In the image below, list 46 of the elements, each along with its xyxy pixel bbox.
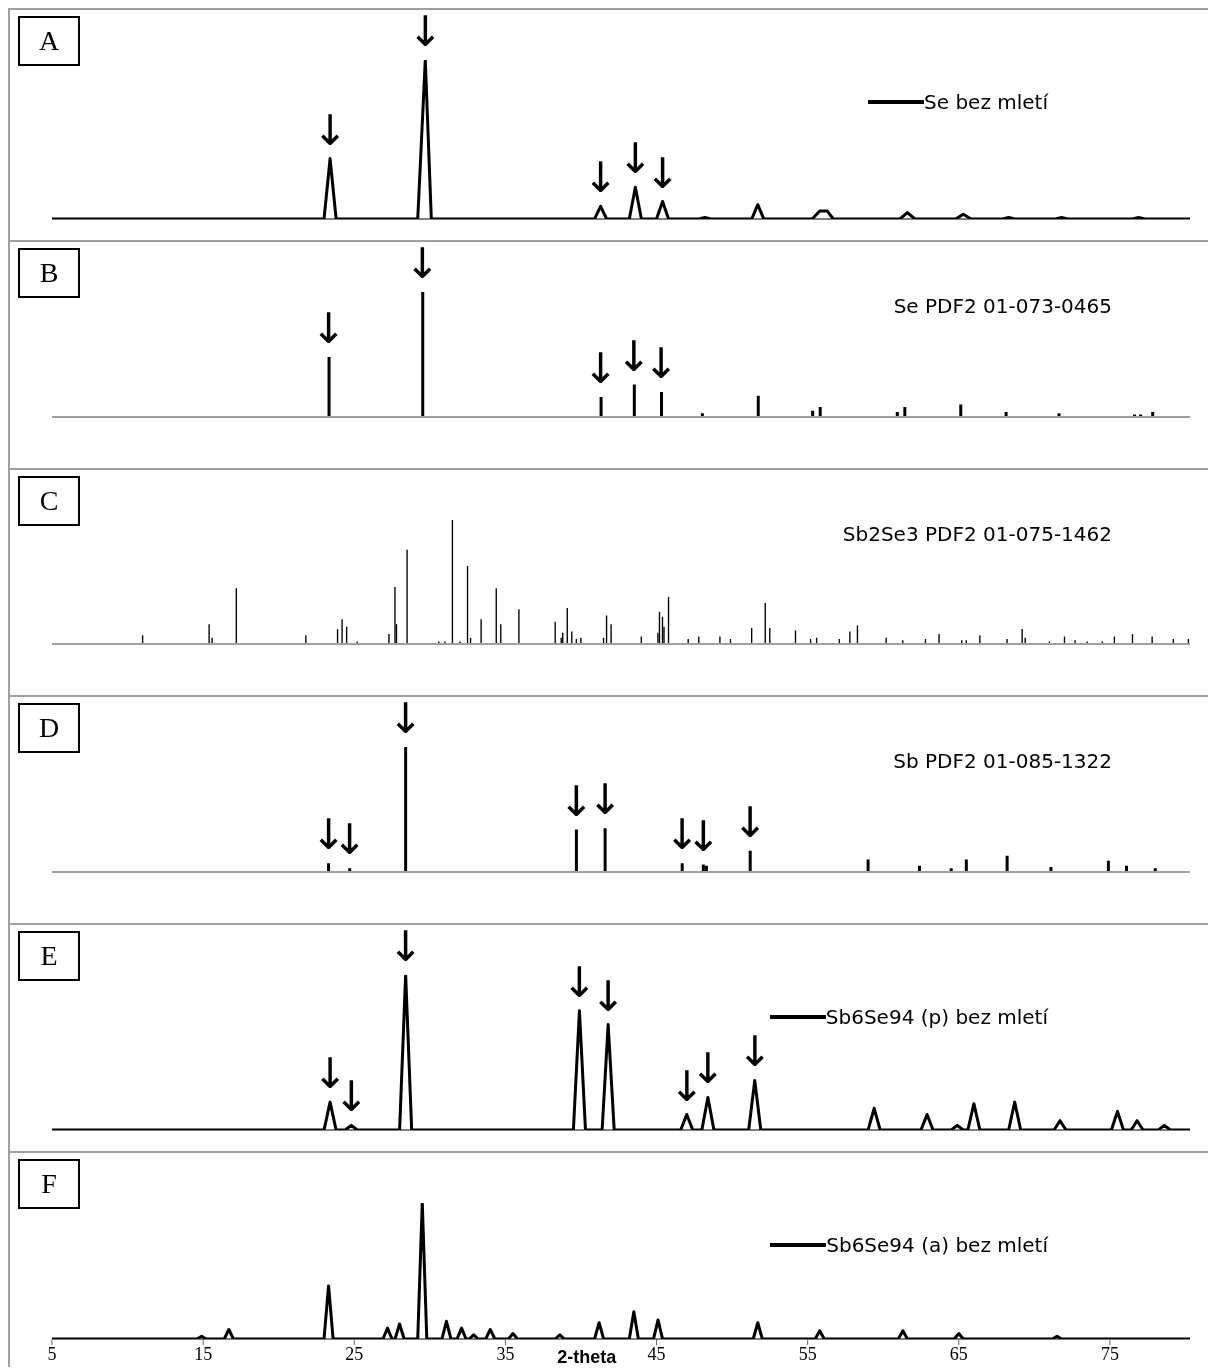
bar bbox=[818, 407, 822, 417]
legend-label: Sb6Se94 (a) bez mletí bbox=[826, 1233, 1048, 1257]
text: Se PDF2 01-073-0465 bbox=[893, 294, 1112, 318]
bar bbox=[660, 392, 664, 417]
bar bbox=[599, 397, 603, 417]
annotation: ↓ bbox=[388, 694, 424, 743]
bar bbox=[1005, 855, 1009, 872]
bar bbox=[421, 292, 425, 417]
bar bbox=[632, 384, 636, 417]
chart-title: C bbox=[18, 476, 80, 526]
legend-label: Sb6Se94 (p) bez mletí bbox=[825, 1005, 1048, 1029]
annotation: ↓ bbox=[388, 922, 424, 971]
x-tick-label: 35 bbox=[496, 1343, 515, 1364]
chart-title: F bbox=[18, 1159, 80, 1209]
text: Sb PDF2 01-085-1322 bbox=[893, 749, 1112, 773]
annotation: ↓ bbox=[404, 239, 440, 288]
bar bbox=[756, 395, 760, 417]
bar bbox=[574, 829, 578, 872]
x-axis-title: 2-theta bbox=[557, 1347, 618, 1367]
bar bbox=[404, 747, 408, 872]
bar bbox=[748, 850, 752, 872]
annotation: ↓ bbox=[312, 105, 348, 155]
bar bbox=[327, 357, 331, 417]
bar bbox=[680, 863, 684, 872]
x-tick-label: 75 bbox=[1100, 1343, 1119, 1364]
chart-title: E bbox=[18, 931, 80, 981]
annotation: ↓ bbox=[583, 344, 619, 393]
x-tick-label: 15 bbox=[194, 1343, 213, 1364]
bar bbox=[603, 828, 607, 872]
x-tick-label: 55 bbox=[798, 1343, 817, 1364]
x-tick-label: 25 bbox=[345, 1343, 364, 1364]
annotation: ↓ bbox=[407, 7, 443, 56]
x-tick-label: 5 bbox=[47, 1343, 57, 1364]
chart-title: B bbox=[18, 248, 80, 298]
annotation: ↓ bbox=[310, 304, 347, 353]
x-tick-label: 65 bbox=[949, 1343, 968, 1364]
chart-title: A bbox=[18, 16, 80, 66]
annotation: ↓ bbox=[732, 797, 768, 847]
text: Sb2Se3 PDF2 01-075-1462 bbox=[842, 522, 1112, 546]
legend-label: Se bez mletí bbox=[924, 90, 1048, 114]
annotation: ↓ bbox=[737, 1027, 773, 1077]
annotation: ↓ bbox=[583, 153, 619, 203]
x-tick-label: 45 bbox=[647, 1343, 666, 1364]
bar bbox=[327, 863, 331, 872]
bar bbox=[903, 407, 907, 417]
chart-title: D bbox=[18, 703, 80, 753]
